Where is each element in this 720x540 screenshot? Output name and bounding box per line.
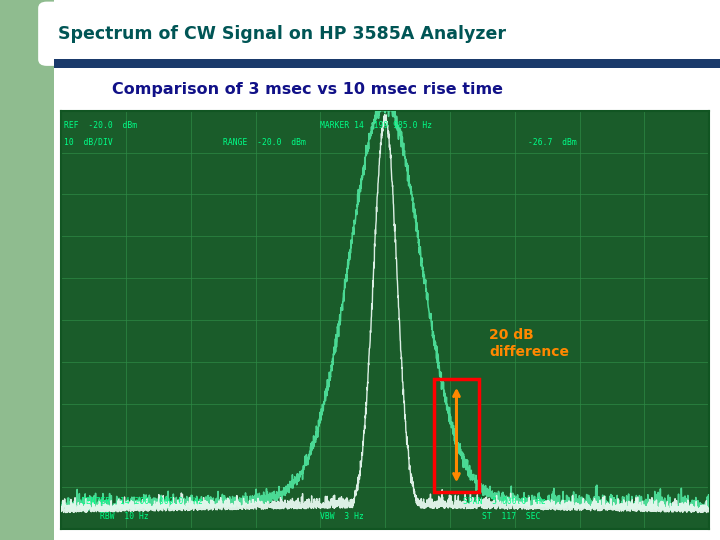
Text: 20 dB
difference: 20 dB difference — [489, 328, 569, 359]
Bar — [433, 379, 480, 491]
Text: MARKER 14  199 985.0 Hz: MARKER 14 199 985.0 Hz — [320, 121, 433, 130]
Text: RANGE  -20.0  dBm: RANGE -20.0 dBm — [223, 138, 306, 147]
Text: ST  117  SEC: ST 117 SEC — [482, 512, 541, 521]
Text: -26.7  dBm: -26.7 dBm — [528, 138, 577, 147]
Text: CENTER  14 200  000.0  Hz: CENTER 14 200 000.0 Hz — [81, 497, 202, 506]
Bar — [54, 59, 720, 68]
Text: Spectrum of CW Signal on HP 3585A Analyzer: Spectrum of CW Signal on HP 3585A Analyz… — [58, 25, 505, 43]
Text: REF  -20.0  dBm: REF -20.0 dBm — [65, 121, 138, 130]
Text: VBW  3 Hz: VBW 3 Hz — [320, 512, 364, 521]
Text: 10  dB/DIV: 10 dB/DIV — [65, 138, 113, 147]
FancyBboxPatch shape — [38, 2, 513, 66]
Text: Comparison of 3 msec vs 10 msec rise time: Comparison of 3 msec vs 10 msec rise tim… — [112, 82, 503, 97]
Text: SPAN  5 000.0  Hz: SPAN 5 000.0 Hz — [463, 497, 546, 506]
Bar — [0, 0, 54, 540]
Text: RBW  10 Hz: RBW 10 Hz — [100, 512, 149, 521]
